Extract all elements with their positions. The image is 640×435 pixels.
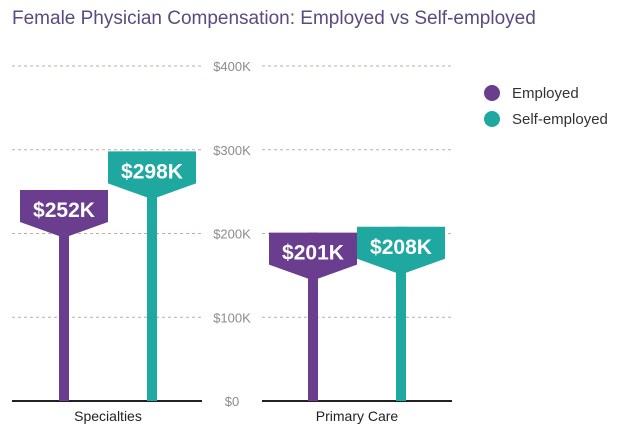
y-tick-label-0: $0 [225,394,239,409]
legend-swatch-self-employed [484,111,500,127]
bar-stem-specialties-employed [59,189,69,401]
bar-stem-specialties-self-employed [147,151,157,401]
bar-banner-primary-care-self-employed [357,226,445,273]
bar-stem-primary-care-self-employed [396,226,406,401]
x-category-label-primary-care: Primary Care [316,408,399,424]
bar-banner-specialties-self-employed [108,151,196,198]
y-tick-label-200: $200K [213,227,251,242]
data-label-primary-care-employed: $201K [282,242,344,265]
chart-title: Female Physician Compensation: Employed … [12,8,536,29]
bar-stem-primary-care-employed [308,232,318,401]
data-label-specialties-employed: $252K [33,199,95,222]
x-axis-categories: Specialties Primary Care [74,408,398,424]
y-tick-label-100: $100K [213,310,251,325]
bar-banner-primary-care-employed [269,232,357,279]
data-label-primary-care-self-employed: $208K [370,236,432,259]
bar-banner-specialties-employed [20,189,108,236]
legend-item-employed: Employed [484,82,608,104]
legend-label-employed: Employed [512,84,579,102]
y-tick-label-400: $400K [213,59,251,74]
legend-swatch-employed [484,85,500,101]
data-label-specialties-self-employed: $298K [121,160,183,183]
y-tick-label-300: $300K [213,143,251,158]
legend-item-self-employed: Self-employed [484,108,608,130]
x-category-label-specialties: Specialties [74,408,142,424]
y-axis-ticks: $0 $100K $200K $300K $400K [213,59,251,409]
bars: $252K $201K $298K $208K [20,151,445,401]
legend: Employed Self-employed [484,82,608,134]
legend-label-self-employed: Self-employed [512,110,608,128]
